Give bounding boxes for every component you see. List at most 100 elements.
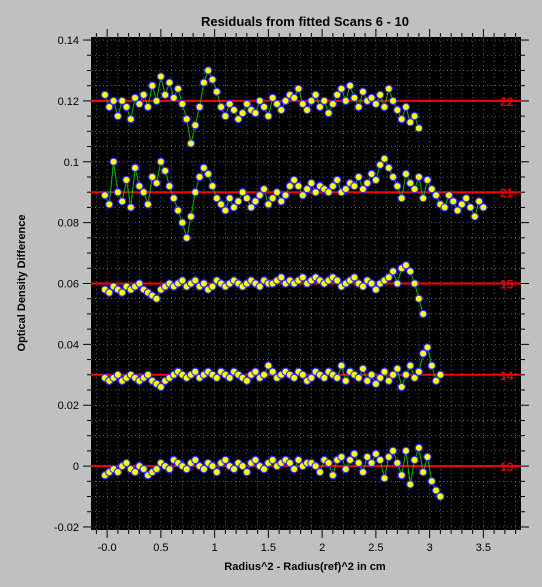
data-point <box>375 160 385 170</box>
data-point <box>122 102 131 112</box>
data-point <box>380 154 389 163</box>
data-point <box>238 461 247 471</box>
x-tick-label: 2 <box>319 542 325 554</box>
data-point <box>466 203 475 212</box>
data-point <box>268 455 277 465</box>
data-point <box>130 93 140 103</box>
data-point <box>324 108 333 118</box>
data-point <box>388 370 398 379</box>
y-tick-label: 0.06 <box>58 279 79 291</box>
data-point <box>152 96 161 106</box>
data-point <box>388 446 398 456</box>
data-point <box>191 276 200 285</box>
data-point <box>414 124 424 133</box>
data-point <box>479 203 488 212</box>
data-point <box>165 181 174 191</box>
data-point <box>259 184 269 194</box>
data-point <box>272 188 282 197</box>
series-label-22: 22 <box>500 95 514 109</box>
data-point <box>264 361 273 370</box>
data-point <box>350 273 359 282</box>
data-point <box>191 455 200 465</box>
data-point <box>143 102 153 112</box>
data-point <box>294 84 303 93</box>
data-point <box>225 194 234 203</box>
y-tick-label: 0.04 <box>58 339 79 351</box>
y-tick-label: 0.14 <box>58 35 79 47</box>
data-point <box>406 267 415 276</box>
series-labels: 13 14 15 21 22 <box>500 95 514 474</box>
data-point <box>453 206 462 215</box>
data-point <box>221 455 230 465</box>
data-point <box>401 370 411 379</box>
data-point <box>105 200 114 209</box>
data-point <box>169 93 178 103</box>
data-point <box>234 114 243 124</box>
data-point <box>178 276 187 285</box>
data-point <box>431 376 441 386</box>
data-point <box>156 382 166 392</box>
data-point <box>105 102 114 112</box>
data-point <box>302 105 312 115</box>
data-point <box>324 188 333 197</box>
data-point <box>264 200 273 209</box>
data-point <box>225 99 234 109</box>
data-point <box>152 464 161 474</box>
data-point <box>160 90 170 100</box>
data-point <box>182 464 191 474</box>
x-tick-label: 3 <box>427 542 433 554</box>
data-point <box>427 477 436 486</box>
data-point <box>393 458 402 468</box>
data-point <box>122 175 131 185</box>
data-point <box>229 464 239 474</box>
data-point <box>358 364 368 373</box>
data-point <box>397 194 406 203</box>
data-point <box>251 455 260 465</box>
data-point <box>375 373 385 383</box>
data-point <box>139 188 148 197</box>
data-point <box>216 102 226 112</box>
data-point <box>212 87 221 96</box>
data-point <box>298 99 307 109</box>
data-point <box>242 194 252 203</box>
data-point <box>332 175 342 185</box>
data-point <box>307 373 316 383</box>
data-point <box>109 157 118 166</box>
data-point <box>234 197 243 206</box>
data-point <box>324 458 333 468</box>
data-point <box>401 261 411 270</box>
data-point <box>410 279 419 288</box>
data-point <box>401 446 411 456</box>
data-points <box>100 66 488 501</box>
data-point <box>126 114 135 124</box>
data-point <box>371 285 381 294</box>
data-point <box>117 197 127 206</box>
data-point <box>272 99 282 109</box>
data-point <box>277 197 286 206</box>
data-point <box>341 96 350 106</box>
data-point <box>122 458 131 468</box>
data-point <box>470 212 479 221</box>
data-point <box>406 480 415 489</box>
data-point <box>203 169 213 179</box>
data-point <box>444 191 454 200</box>
data-point <box>354 172 363 182</box>
data-point <box>242 467 252 477</box>
data-point <box>259 370 269 379</box>
data-point <box>384 452 393 462</box>
data-point <box>397 114 406 124</box>
data-point <box>135 181 144 191</box>
data-point <box>423 452 432 462</box>
data-point <box>191 188 200 197</box>
y-tick-label: 0 <box>73 461 79 473</box>
data-point <box>255 96 264 106</box>
data-point <box>225 373 234 383</box>
data-point <box>281 191 290 200</box>
data-point <box>251 108 260 118</box>
data-point <box>277 105 286 115</box>
data-point <box>277 273 286 282</box>
data-point <box>457 200 467 209</box>
data-point <box>337 84 346 93</box>
data-point <box>350 93 359 103</box>
